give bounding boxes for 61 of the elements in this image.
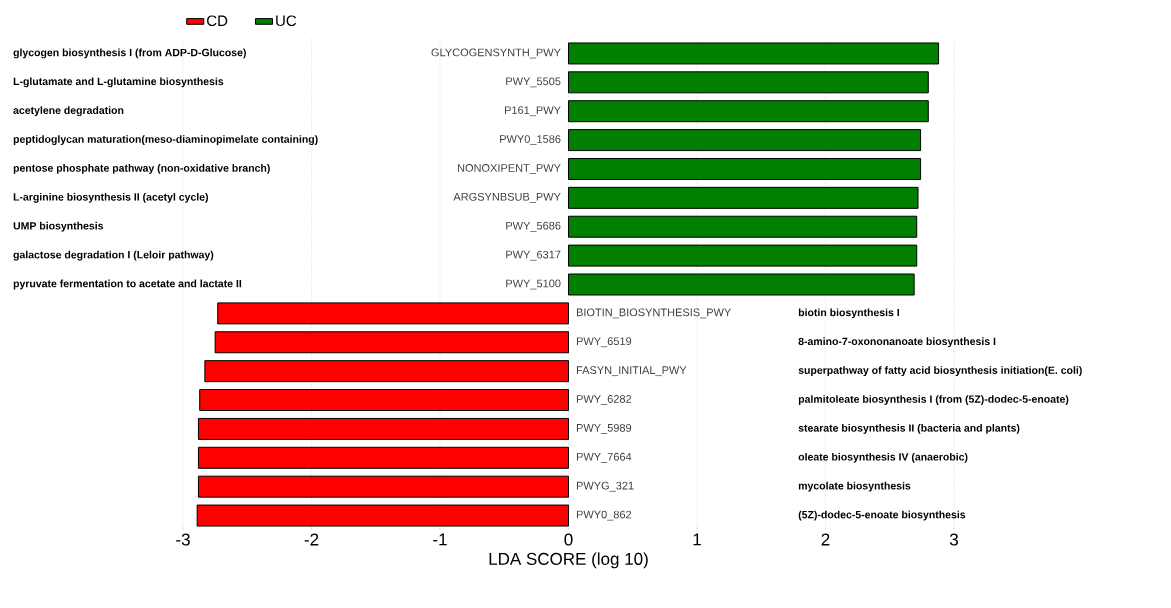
annotation: pyruvate fermentation to acetate and lactate II bbox=[13, 279, 242, 290]
annotation: 8-amino-7-oxononanoate biosynthesis I bbox=[798, 337, 996, 348]
annotation: galactose degradation I (Leloir pathway) bbox=[13, 250, 214, 261]
y-tick-label: PWY_5505 bbox=[506, 77, 561, 88]
text: UMP biosynthesis bbox=[13, 221, 104, 232]
x-tick-label: 0 bbox=[564, 533, 573, 546]
y-tick-label: PWYG_321 bbox=[576, 481, 634, 492]
annotation: palmitoleate biosynthesis I (from (5Z)-dodec-5-enoate) bbox=[798, 395, 1069, 405]
bar bbox=[217, 302, 569, 325]
annotation: biotin biosynthesis I bbox=[798, 308, 899, 319]
y-tick-label: PWY0_862 bbox=[576, 510, 632, 521]
y-tick-label: FASYN_INITIAL_PWY bbox=[576, 366, 687, 377]
bar bbox=[568, 215, 918, 238]
annotation: superpathway of fatty acid biosynthesis initiation(E. coli) bbox=[798, 366, 1082, 377]
x-tick-label: -3 bbox=[176, 533, 190, 546]
annotation: oleate biosynthesis IV (anaerobic) bbox=[798, 452, 968, 463]
bar bbox=[204, 360, 569, 383]
y-tick-label: PWY_5100 bbox=[506, 279, 561, 290]
x-tick-label: 2 bbox=[821, 533, 830, 546]
bar bbox=[568, 71, 929, 94]
bar bbox=[197, 417, 569, 440]
y-tick-label: PWY_5989 bbox=[576, 423, 632, 434]
bar bbox=[197, 475, 569, 498]
y-tick-label: PWY_6282 bbox=[576, 395, 632, 405]
y-tick-label: PWY_5686 bbox=[506, 221, 561, 232]
y-tick-label: PWY_6519 bbox=[576, 337, 632, 348]
bar bbox=[568, 244, 918, 267]
bar bbox=[199, 389, 569, 412]
bar bbox=[197, 446, 569, 469]
y-tick-label: P161_PWY bbox=[505, 106, 561, 117]
text: acetylene degradation bbox=[13, 106, 124, 117]
annotation: L-glutamate and L-glutamine biosynthesis bbox=[13, 77, 224, 88]
bar bbox=[214, 331, 569, 354]
legend-label: CD bbox=[207, 15, 228, 27]
bar bbox=[568, 157, 922, 180]
y-tick-label: PWY0_1586 bbox=[500, 135, 561, 146]
y-tick-label: NONOXIPENT_PWY bbox=[457, 164, 561, 174]
y-tick-label: PWY_7664 bbox=[576, 452, 632, 463]
y-tick-label: PWY_6317 bbox=[506, 250, 561, 261]
legend-label: UC bbox=[276, 15, 297, 27]
bar bbox=[196, 504, 569, 527]
bar bbox=[568, 186, 919, 209]
annotation: peptidoglycan maturation(meso-diaminopimelate containing) bbox=[13, 135, 318, 146]
annotation: pentose phosphate pathway (non-oxidative branch) bbox=[13, 164, 270, 174]
x-tick-label: 3 bbox=[949, 533, 958, 546]
x-axis-title: LDA SCORE (log 10) bbox=[489, 552, 648, 569]
bar bbox=[568, 129, 922, 152]
y-tick-label: BIOTIN_BIOSYNTHESIS_PWY bbox=[576, 308, 732, 319]
y-tick-label: GLYCOGENSYNTH_PWY bbox=[431, 48, 561, 59]
annotation: mycolate biosynthesis bbox=[798, 481, 911, 492]
y-tick-label: ARGSYNBSUB_PWY bbox=[453, 192, 561, 203]
annotation: L-arginine biosynthesis II (acetyl cycle) bbox=[13, 192, 209, 203]
x-tick-label: -2 bbox=[304, 533, 319, 546]
x-tick-label: 1 bbox=[693, 533, 701, 546]
bar bbox=[568, 273, 915, 296]
annotation: stearate biosynthesis II (bacteria and plants) bbox=[798, 424, 1020, 434]
bar bbox=[568, 100, 929, 123]
x-tick-label: -1 bbox=[433, 533, 447, 546]
bar bbox=[568, 42, 940, 65]
annotation: glycogen biosynthesis I (from ADP-D-Glucose) bbox=[13, 48, 246, 59]
annotation: (5Z)-dodec-5-enoate biosynthesis bbox=[798, 510, 966, 521]
